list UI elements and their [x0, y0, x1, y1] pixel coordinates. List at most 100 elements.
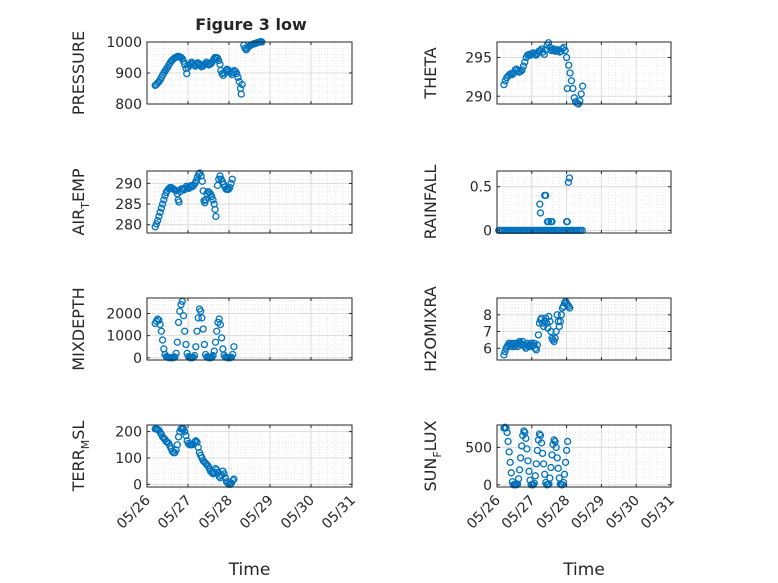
h2omixra-point	[533, 341, 542, 349]
airtemp-plot-area	[147, 171, 352, 233]
airtemp-point	[155, 212, 163, 221]
h2omixra-ytick-label: 7	[483, 325, 492, 341]
theta-point	[540, 50, 548, 59]
mixdepth-ytick-label: 2000	[106, 307, 142, 323]
mixdepth-point	[211, 338, 220, 346]
rainfall-point	[565, 174, 574, 182]
theta-point	[577, 90, 585, 98]
mixdepth-ytick-label: 1000	[106, 329, 142, 345]
airtemp-series	[151, 169, 236, 231]
sunflux-ytick-label: 500	[465, 440, 492, 456]
pressure-ytick-label: 900	[115, 66, 142, 82]
terrmsl-point	[229, 476, 237, 485]
mixdepth-point	[209, 351, 217, 360]
sunflux-point	[532, 460, 540, 468]
sunflux-point	[518, 442, 526, 450]
terrmsl-point	[192, 437, 200, 445]
mixdepth-point	[190, 351, 199, 360]
airtemp-axes: 280 285 290 AIRTEMP	[69, 168, 353, 236]
h2omixra-point	[532, 346, 540, 354]
h2omixra-point	[552, 327, 560, 336]
rainfall-point	[536, 200, 544, 208]
rainfall-point	[548, 217, 556, 226]
mixdepth-ytick-label: 0	[133, 351, 142, 367]
pressure-ytick-label: 1000	[106, 35, 142, 51]
terrmsl-axes-frame	[146, 424, 353, 488]
sunflux-point	[531, 472, 539, 480]
theta-ytick-label: 295	[465, 51, 492, 67]
terrmsl-ytick-label: 0	[133, 477, 142, 493]
mixdepth-point	[172, 349, 180, 358]
mixdepth-point	[157, 327, 166, 335]
mixdepth-point	[217, 334, 226, 342]
h2omixra-point	[500, 351, 508, 359]
sunflux-point	[507, 469, 515, 477]
sunflux-point	[560, 470, 569, 478]
sunflux-point	[506, 458, 514, 466]
h2omixra-point	[551, 334, 559, 342]
h2omixra-point	[555, 322, 563, 331]
terrmsl-point	[190, 438, 199, 446]
sunflux-ylabel: SUNFLUX	[421, 420, 444, 491]
h2omixra-point	[546, 317, 554, 326]
mixdepth-ylabel: MIXDEPTH	[69, 287, 88, 370]
theta-series	[500, 39, 587, 108]
h2omixra-series	[500, 297, 574, 359]
h2omixra-plot-area	[497, 298, 671, 360]
figure-title: Figure 3 low	[195, 15, 307, 34]
airtemp-ytick-label: 285	[115, 197, 142, 213]
airtemp-point	[224, 185, 233, 193]
sunflux-point	[547, 463, 555, 472]
sunflux-point	[515, 466, 524, 474]
theta-point	[570, 94, 578, 102]
airtemp-point	[209, 196, 217, 204]
h2omixra-point	[556, 317, 564, 326]
mixdepth-point	[230, 343, 238, 351]
theta-point	[562, 53, 571, 62]
mixdepth-point	[181, 327, 189, 335]
h2omixra-axes: 678 H2OMIXRA	[421, 286, 672, 372]
airtemp-point	[227, 179, 235, 188]
terrmsl-ytick-label: 100	[115, 451, 142, 467]
theta-ylabel: THETA	[421, 47, 440, 99]
rainfall-ytick-label: 0.5	[470, 180, 492, 196]
sunflux-point	[533, 446, 542, 455]
theta-axes: 290 295 THETA	[421, 39, 672, 108]
h2omixra-point	[534, 331, 543, 339]
theta-point	[519, 62, 528, 70]
theta-axes-frame	[496, 41, 672, 105]
mixdepth-point	[193, 327, 201, 335]
sunflux-point	[561, 458, 570, 466]
mixdepth-point	[156, 320, 164, 329]
sunflux-point	[503, 428, 511, 437]
theta-point	[569, 84, 577, 93]
rainfall-point	[542, 191, 550, 200]
sunflux-point	[562, 446, 571, 455]
mixdepth-point	[155, 316, 163, 324]
mixdepth-series	[151, 297, 238, 362]
rainfall-axes: 0 0.5 RAINFALL	[421, 165, 672, 240]
sunflux-xlabel: Time	[562, 560, 605, 580]
sunflux-point	[536, 431, 545, 440]
mixdepth-point	[179, 312, 188, 320]
rainfall-ylabel: RAINFALL	[421, 165, 440, 240]
terrmsl-point	[230, 475, 238, 483]
theta-point	[517, 67, 525, 76]
mixdepth-point	[198, 314, 206, 322]
sunflux-ytick-label: 0	[483, 478, 492, 494]
sunflux-point	[559, 478, 568, 487]
sunflux-point	[529, 481, 537, 489]
sunflux-point	[504, 437, 512, 446]
pressure-axes: 800 900 1000 PRESSURE	[69, 31, 353, 115]
sunflux-point	[520, 427, 528, 435]
airtemp-point	[212, 212, 220, 221]
sunflux-point	[548, 451, 556, 459]
mixdepth-point	[177, 300, 185, 309]
theta-point	[500, 80, 508, 89]
mixdepth-point	[210, 347, 218, 355]
sunflux-point	[553, 454, 561, 462]
terrmsl-ytick-label: 200	[115, 425, 142, 441]
pressure-series	[151, 38, 266, 98]
airtemp-point	[216, 172, 224, 180]
mixdepth-point	[200, 340, 209, 349]
